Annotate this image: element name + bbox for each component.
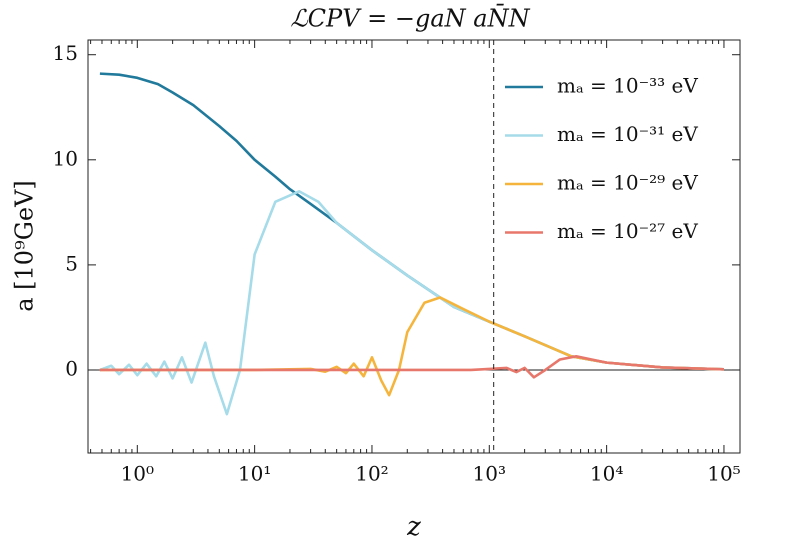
legend-label: mₐ = 10⁻³³ eV <box>557 74 698 98</box>
y-tick-label: 0 <box>65 356 78 380</box>
y-tick-label: 5 <box>65 251 78 275</box>
series-line <box>99 355 725 379</box>
x-tick-label: 10² <box>355 462 388 486</box>
plot-frame <box>87 39 741 454</box>
x-tick-label: 10⁴ <box>590 462 623 486</box>
legend-label: mₐ = 10⁻²⁹ eV <box>557 171 698 195</box>
x-tick-label: 10⁰ <box>121 462 154 486</box>
y-axis-label: a [10⁹GeV] <box>11 180 39 312</box>
chart-title: ℒCPV = −gaN aN̄N <box>290 4 530 32</box>
y-tick-label: 10 <box>53 146 78 170</box>
legend-label: mₐ = 10⁻³¹ eV <box>557 122 698 146</box>
legend-label: mₐ = 10⁻²⁷ eV <box>557 219 698 243</box>
x-tick-label: 10³ <box>473 462 506 486</box>
x-axis-label: z <box>406 512 421 542</box>
y-tick-label: 15 <box>53 41 78 65</box>
x-tick-label: 10¹ <box>238 462 271 486</box>
x-tick-label: 10⁵ <box>707 462 740 486</box>
